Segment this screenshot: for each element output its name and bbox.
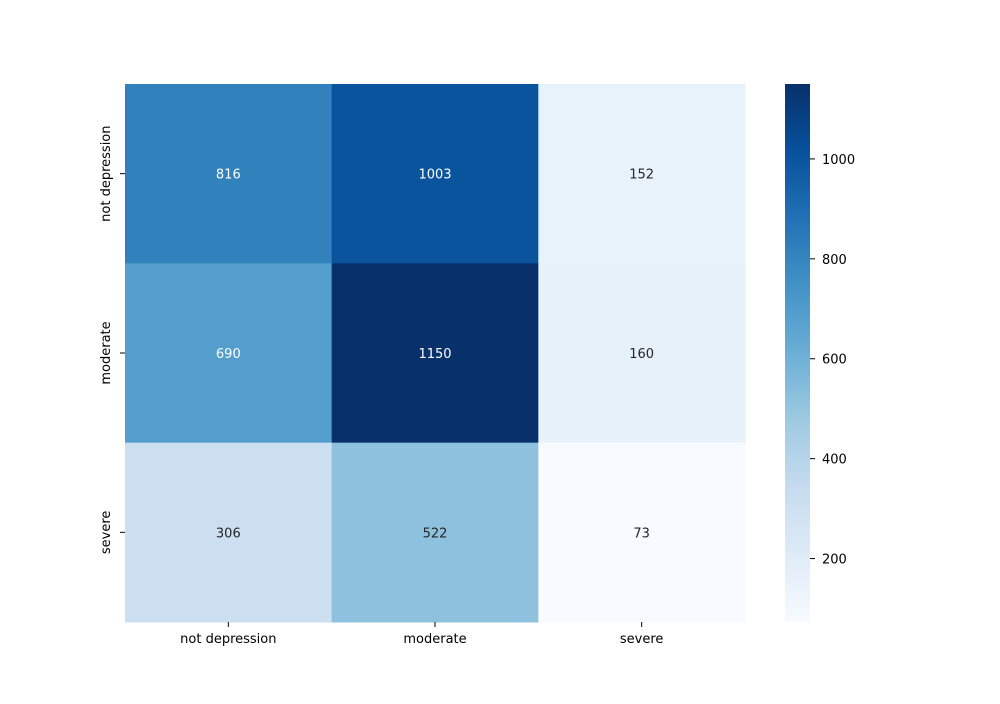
heatmap-cells (125, 84, 746, 623)
x-axis: not depression moderate severe (180, 622, 663, 647)
colorbar: 200 400 600 800 1000 (785, 84, 855, 622)
colorbar-tick-label: 600 (822, 353, 847, 368)
y-axis: not depression moderate severe (99, 125, 125, 554)
y-tick-label: not depression (99, 125, 114, 221)
cell-value-label: 73 (633, 526, 650, 541)
cell-value-label: 152 (629, 168, 654, 183)
heatmap-cell (125, 263, 333, 444)
heatmap-cell (331, 84, 539, 264)
y-tick-label: severe (99, 511, 114, 555)
cell-value-label: 1150 (418, 347, 451, 362)
cell-value-label: 306 (216, 526, 241, 541)
x-tick-label: not depression (180, 632, 276, 647)
heatmap-cell (538, 263, 746, 444)
heatmap-cell (538, 84, 746, 264)
heatmap-cell (538, 442, 746, 623)
heatmap-cell (125, 442, 333, 623)
colorbar-gradient (785, 84, 810, 622)
heatmap-cell (125, 84, 333, 264)
cell-value-label: 1003 (418, 168, 451, 183)
heatmap-cell (331, 263, 539, 444)
cell-value-label: 522 (423, 526, 448, 541)
cell-value-label: 160 (629, 347, 654, 362)
colorbar-tick-label: 200 (822, 553, 847, 568)
cell-value-label: 690 (216, 347, 241, 362)
colorbar-tick-label: 800 (822, 253, 847, 268)
cell-value-labels: 816 1003 152 690 1150 160 306 522 73 (216, 168, 654, 542)
x-tick-label: moderate (403, 632, 466, 647)
heatmap-cell (331, 442, 539, 623)
y-tick-label: moderate (99, 321, 114, 384)
x-tick-label: severe (620, 632, 664, 647)
cell-value-label: 816 (216, 168, 241, 183)
colorbar-tick-label: 400 (822, 453, 847, 468)
colorbar-tick-label: 1000 (822, 153, 855, 168)
